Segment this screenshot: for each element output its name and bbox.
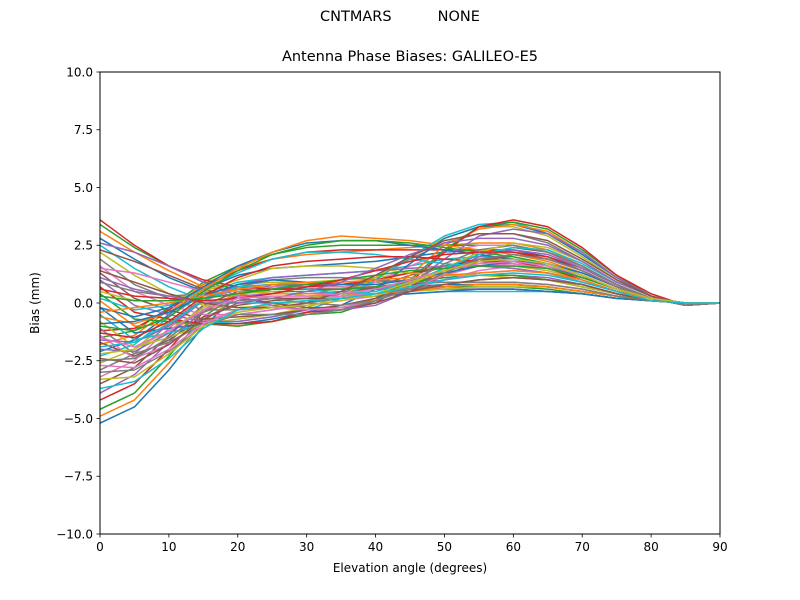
y-tick-label: −7.5 — [64, 470, 93, 484]
y-tick-label: −5.0 — [64, 412, 93, 426]
x-tick-label: 10 — [161, 540, 176, 554]
x-tick-label: 40 — [368, 540, 383, 554]
x-tick-label: 70 — [575, 540, 590, 554]
series-line — [100, 221, 720, 327]
x-tick-label: 30 — [299, 540, 314, 554]
x-tick-label: 80 — [643, 540, 658, 554]
x-axis-label: Elevation angle (degrees) — [332, 561, 488, 575]
x-axis-ticks: 0 10 20 30 40 50 60 70 80 90 — [96, 534, 728, 554]
y-axis-ticks: −10.0 −7.5 −5.0 −2.5 0.0 2.5 5.0 7.5 10.0 — [56, 65, 100, 541]
series-line — [100, 288, 720, 394]
series-line — [100, 272, 720, 390]
y-tick-label: 0.0 — [74, 296, 93, 310]
y-tick-label: −2.5 — [64, 354, 93, 368]
y-tick-label: 10.0 — [66, 65, 93, 79]
y-tick-label: −10.0 — [56, 527, 93, 541]
series-line — [100, 258, 720, 380]
y-tick-label: 5.0 — [74, 181, 93, 195]
series-line — [100, 276, 720, 364]
series-line — [100, 232, 720, 309]
y-tick-label: 7.5 — [74, 123, 93, 137]
y-tick-label: 2.5 — [74, 239, 93, 253]
figure-suptitle: CNTMARS NONE — [320, 9, 480, 25]
x-tick-label: 60 — [506, 540, 521, 554]
x-tick-label: 90 — [712, 540, 727, 554]
x-tick-label: 20 — [230, 540, 245, 554]
chart-title: Antenna Phase Biases: GALILEO-E5 — [281, 49, 539, 65]
x-tick-label: 50 — [437, 540, 452, 554]
series-group — [100, 218, 720, 424]
x-tick-label: 0 — [96, 540, 104, 554]
series-line — [100, 253, 720, 362]
